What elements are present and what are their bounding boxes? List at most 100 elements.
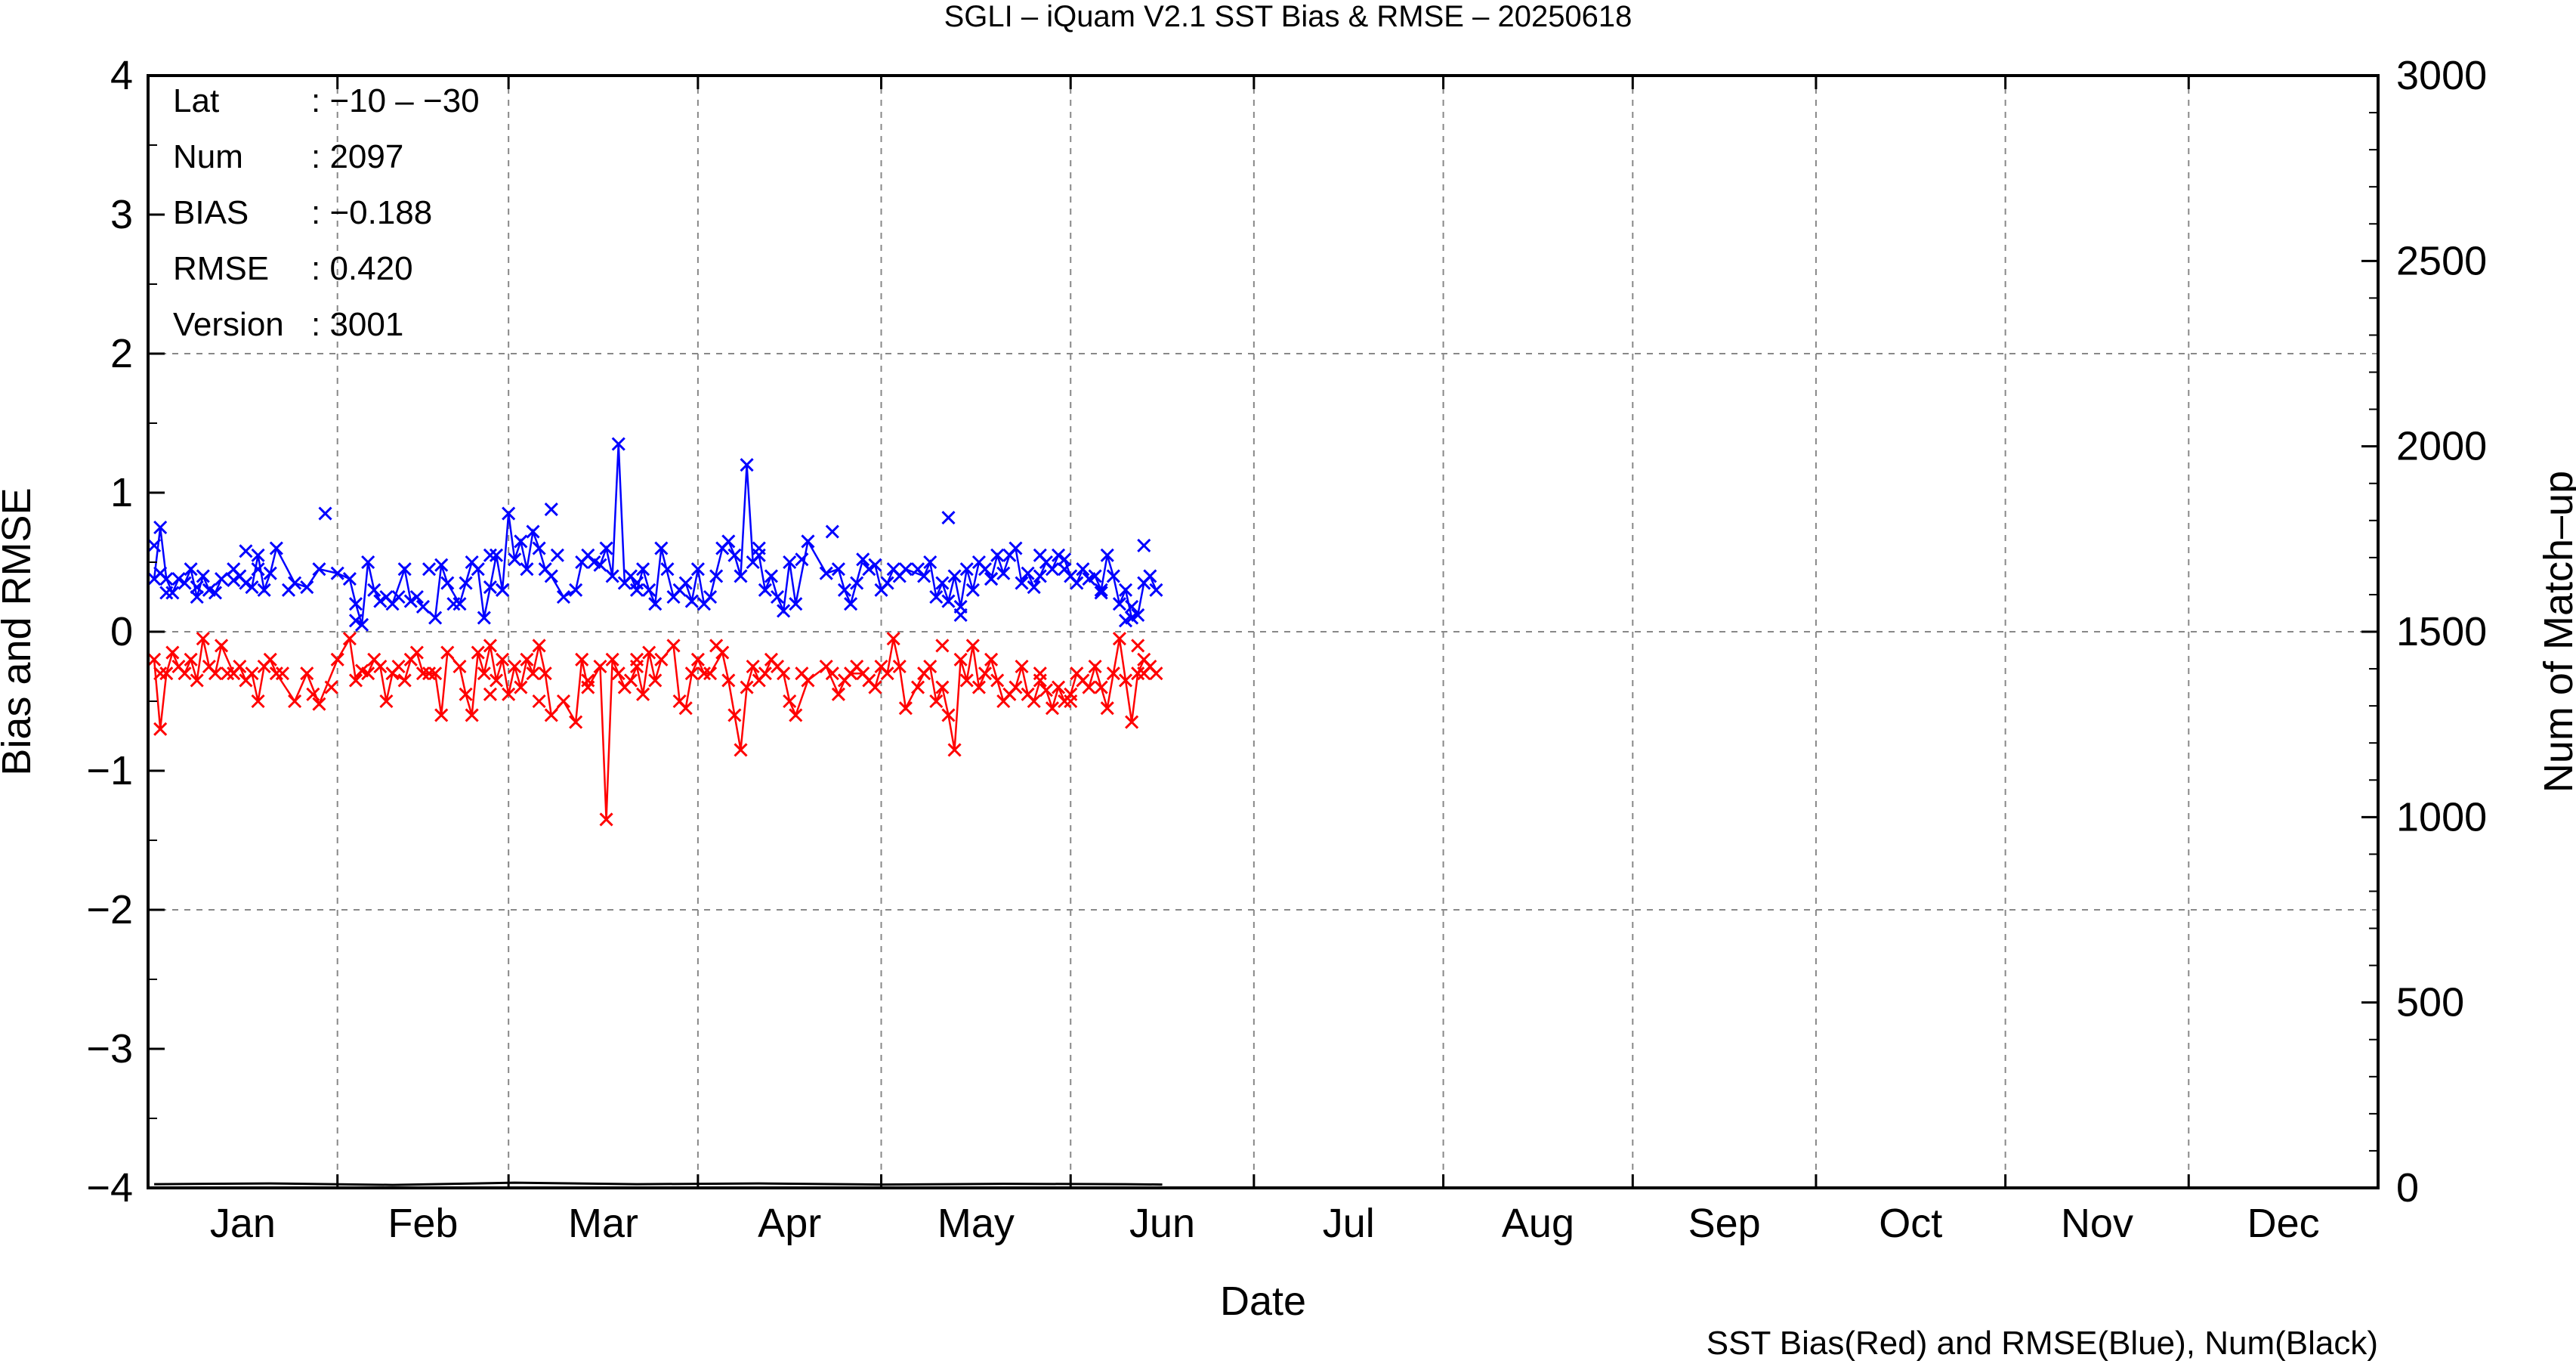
series-marker (489, 548, 504, 562)
series-marker (923, 555, 937, 570)
series-marker (348, 614, 363, 628)
series-marker (196, 632, 210, 646)
series-marker (184, 562, 198, 577)
stat-key: BIAS (173, 194, 249, 231)
series-marker (825, 524, 839, 539)
series-marker (886, 632, 900, 646)
y-tick-label: 0 (110, 609, 133, 654)
series-marker (214, 639, 229, 653)
series-marker (764, 569, 779, 583)
series-marker (508, 552, 522, 567)
series-marker (923, 659, 937, 674)
x-tick-label: Feb (388, 1201, 458, 1246)
series-marker (777, 666, 791, 681)
series-marker (990, 548, 1005, 562)
series-marker (721, 673, 736, 688)
series-marker (1027, 694, 1041, 709)
series-marker (300, 580, 314, 595)
series-marker (312, 562, 326, 577)
series-marker (397, 562, 412, 577)
series-marker (342, 632, 357, 646)
series-marker (415, 599, 431, 614)
chart-footnote: SST Bias(Red) and RMSE(Blue), Num(Black) (1707, 1325, 2378, 1362)
series-marker (373, 594, 388, 608)
series-marker (599, 541, 613, 555)
series-marker (1094, 680, 1108, 694)
series-marker (483, 548, 497, 562)
series-marker (1088, 569, 1102, 583)
chart-title: SGLI – iQuam V2.1 SST Bias & RMSE – 2025… (944, 0, 1632, 33)
series-marker (611, 437, 625, 451)
series-marker (819, 566, 833, 580)
series-marker (605, 569, 619, 583)
series-marker (239, 576, 253, 590)
x-axis-label: Date (1220, 1279, 1306, 1324)
series-marker (446, 597, 461, 611)
series-marker (391, 659, 406, 674)
series-marker (978, 666, 993, 681)
plot-marks (147, 437, 1163, 1186)
series-marker (233, 659, 247, 674)
series-marker (348, 673, 363, 688)
series-marker (471, 645, 485, 660)
series-marker (245, 666, 259, 681)
series-marker (1008, 541, 1023, 555)
series-marker (348, 597, 363, 611)
series-line (154, 1181, 1163, 1186)
series-marker (1045, 701, 1060, 716)
series-marker (239, 544, 253, 558)
series-marker (1058, 552, 1072, 567)
series-marker (734, 569, 748, 583)
series-marker (984, 572, 999, 586)
series-marker (1015, 659, 1029, 674)
series-marker (409, 589, 424, 605)
series-marker (825, 666, 839, 681)
series-marker (306, 687, 320, 701)
series-marker (471, 562, 485, 577)
series-marker (599, 812, 613, 827)
series-marker (153, 566, 168, 580)
series-marker (208, 666, 223, 681)
x-tick-label: Jun (1129, 1201, 1195, 1246)
series-marker (477, 666, 491, 681)
series-marker (1149, 583, 1163, 597)
series-marker (642, 645, 656, 660)
x-tick-label: Aug (1502, 1201, 1574, 1246)
series-marker (153, 520, 168, 535)
series-marker (165, 645, 180, 660)
series-marker (935, 680, 950, 694)
series-marker (1045, 562, 1060, 577)
series-marker (409, 645, 424, 660)
x-tick-label: Mar (568, 1201, 638, 1246)
series-marker (611, 666, 625, 681)
series-marker (777, 604, 791, 618)
series-marker (165, 586, 180, 600)
series-marker (415, 666, 431, 681)
series-marker (452, 597, 467, 611)
y2-tick-label: 1500 (2396, 609, 2487, 654)
series-marker (269, 666, 283, 681)
series-marker (1039, 683, 1053, 697)
stats-box: Lat: −10 – −30 Num: 2097 BIAS: −0.188 RMSE:… (173, 82, 480, 343)
series-marker (422, 666, 437, 681)
series-marker (532, 694, 546, 709)
stat-key: Num (173, 138, 243, 175)
series-marker (648, 673, 663, 688)
y-tick-label: 4 (110, 53, 133, 98)
series-marker (941, 594, 956, 608)
series-marker (758, 666, 772, 681)
series-marker (514, 534, 528, 549)
series-marker (312, 697, 326, 711)
series-marker (953, 608, 968, 622)
series-marker (190, 673, 204, 688)
series-marker (740, 680, 754, 694)
series-marker (300, 666, 314, 681)
series-marker (910, 562, 925, 577)
series-marker (709, 569, 724, 583)
series-marker (502, 687, 516, 701)
series-marker (526, 524, 540, 539)
y-tick-label: 1 (110, 470, 133, 515)
series-marker (978, 562, 993, 577)
series-marker (508, 659, 522, 674)
series-marker (245, 580, 259, 595)
